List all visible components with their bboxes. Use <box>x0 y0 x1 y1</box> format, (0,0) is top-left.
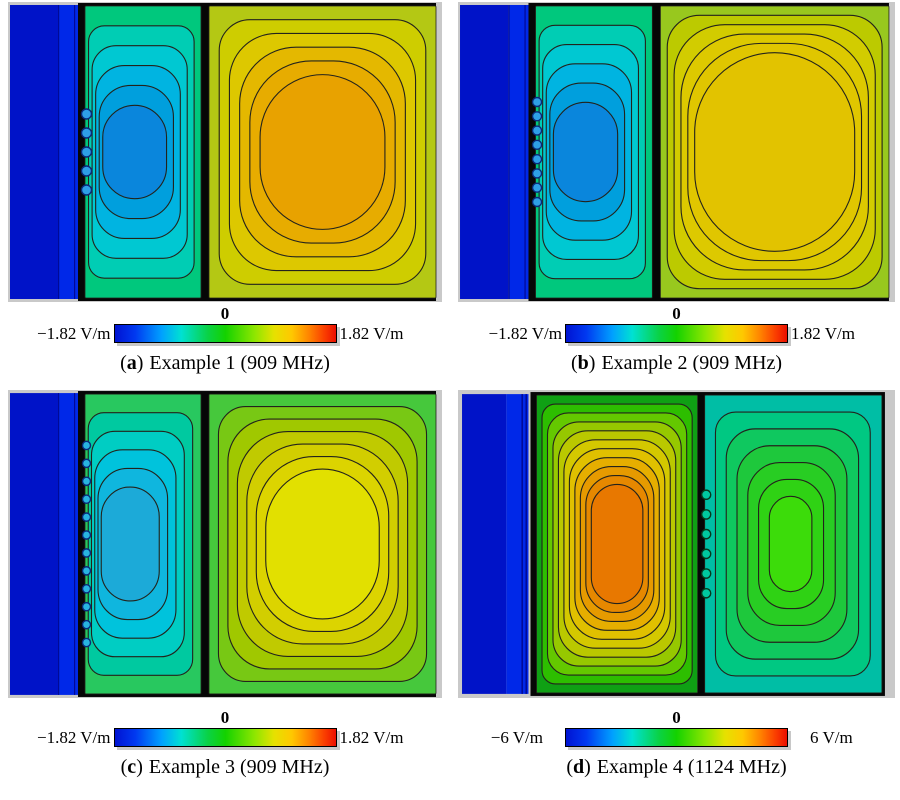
colorbar <box>565 324 788 343</box>
colorbar-row: −6 V/m 6 V/m <box>458 728 895 747</box>
caption-paren-close: ) <box>584 756 591 778</box>
colorbar <box>565 728 788 747</box>
caption-paren-open: ( <box>566 756 574 778</box>
caption-text: Example 3 (909 MHz) <box>148 756 330 778</box>
caption-letter: b <box>577 352 589 374</box>
colorbar-max-label: 1.82 V/m <box>791 324 855 343</box>
colorbar-max-label: 6 V/m <box>810 728 853 747</box>
colorbar-zero-label: 0 <box>672 304 681 323</box>
panel-caption: (b) Example 2 (909 MHz) <box>571 351 782 375</box>
colorbar-min-label: −1.82 V/m <box>488 324 562 343</box>
panel-caption: (d) Example 4 (1124 MHz) <box>566 755 786 779</box>
colorbar-zero-label: 0 <box>672 708 681 727</box>
contour-plot-b <box>458 2 895 302</box>
caption-paren-open: ( <box>120 756 128 778</box>
caption-letter: c <box>127 756 137 778</box>
caption-paren-close: ) <box>136 756 143 778</box>
contour-plot-svg-a <box>8 2 442 302</box>
caption-text: Example 4 (1124 MHz) <box>596 756 787 778</box>
colorbar-max-label: 1.82 V/m <box>339 728 404 747</box>
contour-plot-svg-d <box>458 390 895 698</box>
contour-plot-a <box>8 2 442 302</box>
colorbar-min-label: −1.82 V/m <box>36 728 111 747</box>
caption-text: Example 2 (909 MHz) <box>601 352 782 374</box>
panel-b: 0 −1.82 V/m 1.82 V/m (b) Example 2 (909 M… <box>458 2 895 375</box>
contour-plot-c <box>8 390 442 698</box>
panel-c: 0 −1.82 V/m 1.82 V/m (c) Example 3 (909 M… <box>8 390 442 779</box>
panel-caption: (c) Example 3 (909 MHz) <box>121 755 330 779</box>
panel-a: 0 −1.82 V/m 1.82 V/m (a) Example 1 (909 M… <box>8 2 442 375</box>
colorbar-max-label: 1.82 V/m <box>339 324 404 343</box>
caption-paren-close: ) <box>136 352 144 374</box>
colorbar-row: −1.82 V/m 1.82 V/m <box>8 728 442 747</box>
contour-plot-svg-b <box>458 2 895 302</box>
caption-paren-open: ( <box>120 352 127 374</box>
colorbar-zero-label: 0 <box>220 708 230 727</box>
colorbar-row: −1.82 V/m 1.82 V/m <box>458 324 895 343</box>
colorbar <box>113 324 337 343</box>
caption-letter: d <box>573 756 585 778</box>
caption-letter: a <box>126 352 137 374</box>
contour-plot-d <box>458 390 895 698</box>
contour-plot-svg-c <box>8 390 442 698</box>
colorbar <box>113 728 337 747</box>
colorbar-min-label: −1.82 V/m <box>36 324 111 343</box>
caption-text: Example 1 (909 MHz) <box>149 352 330 374</box>
caption-paren-open: ( <box>571 352 578 374</box>
panel-caption: (a) Example 1 (909 MHz) <box>120 351 330 375</box>
colorbar-row: −1.82 V/m 1.82 V/m <box>8 324 442 343</box>
colorbar-zero-label: 0 <box>220 304 230 323</box>
colorbar-min-label: −6 V/m <box>490 728 543 747</box>
panel-d: 0 −6 V/m 6 V/m (d) Example 4 (1124 MHz) <box>458 390 895 779</box>
caption-paren-close: ) <box>588 352 596 374</box>
